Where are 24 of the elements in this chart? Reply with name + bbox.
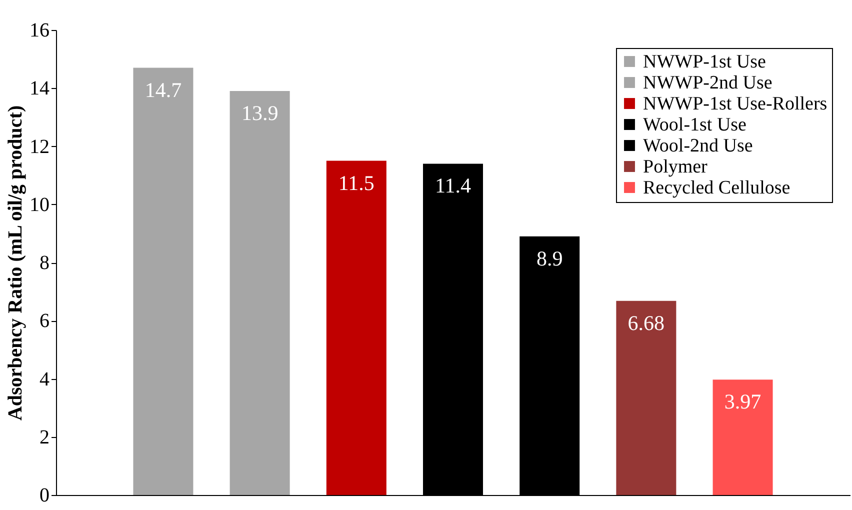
- y-axis-title: Adsorbency Ratio (mL oil/g product): [4, 105, 26, 421]
- data-label: 13.9: [241, 101, 278, 126]
- legend-label: NWWP-1st Use-Rollers: [643, 94, 828, 114]
- data-label: 6.68: [628, 310, 665, 335]
- legend-label: Wool-1st Use: [643, 114, 746, 136]
- legend-label: NWWP-2nd Use: [643, 72, 772, 94]
- legend-label: Wool-2nd Use: [643, 136, 753, 156]
- y-tick-label: 14: [30, 78, 50, 100]
- data-label: 14.7: [144, 78, 182, 102]
- legend-label: NWWP-1st Use: [643, 52, 766, 72]
- y-tick-label: 8: [40, 252, 50, 274]
- data-label: 3.97: [724, 390, 762, 414]
- y-tick-label: 10: [30, 194, 50, 216]
- data-label: 11.5: [338, 170, 374, 195]
- y-tick-label: 0: [40, 484, 50, 506]
- legend-label: Polymer: [643, 156, 708, 178]
- y-tick-label: 12: [30, 136, 50, 158]
- y-tick-label: 4: [40, 368, 50, 390]
- y-tick-label: 6: [40, 310, 50, 332]
- data-label: 8.9: [536, 246, 563, 270]
- legend-label: Recycled Cellulose: [643, 178, 790, 198]
- y-tick-label: 2: [40, 426, 50, 448]
- data-label: 11.4: [435, 174, 472, 198]
- y-tick-label: 16: [30, 20, 50, 42]
